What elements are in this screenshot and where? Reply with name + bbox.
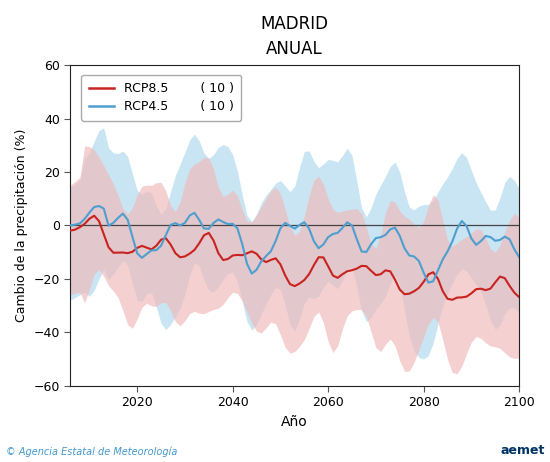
Title: MADRID
ANUAL: MADRID ANUAL — [261, 15, 329, 58]
Text: © Agencia Estatal de Meteorología: © Agencia Estatal de Meteorología — [6, 447, 177, 457]
Text: aemet: aemet — [500, 444, 544, 457]
X-axis label: Año: Año — [282, 414, 308, 429]
Y-axis label: Cambio de la precipitación (%): Cambio de la precipitación (%) — [15, 128, 28, 322]
Legend: RCP8.5        ( 10 ), RCP4.5        ( 10 ): RCP8.5 ( 10 ), RCP4.5 ( 10 ) — [81, 74, 241, 121]
